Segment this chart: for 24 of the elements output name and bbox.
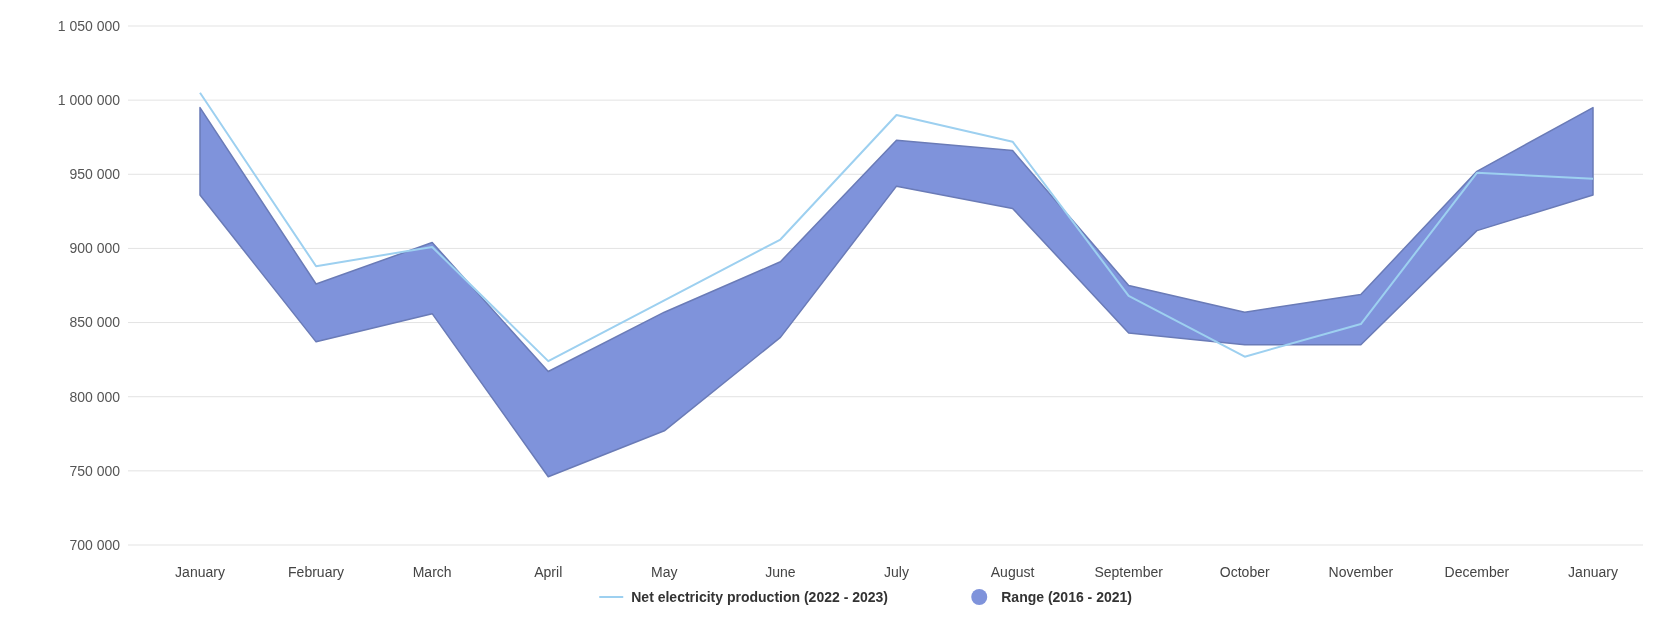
x-tick-label: August <box>990 564 1035 580</box>
x-tick-label: November <box>1328 564 1394 580</box>
x-tick-label: September <box>1094 564 1164 580</box>
y-tick-label: 800 000 <box>69 388 121 405</box>
y-tick-label: 750 000 <box>69 462 121 479</box>
y-tick-label: 850 000 <box>69 314 121 331</box>
y-tick-label: 950 000 <box>69 166 121 183</box>
x-tick-label: May <box>651 564 678 580</box>
legend-label: Range (2016 - 2021) <box>1001 589 1132 605</box>
x-tick-label: April <box>534 564 563 580</box>
x-tick-label: January <box>1568 564 1618 580</box>
x-tick-label: February <box>288 564 345 580</box>
legend-label: Net electricity production (2022 - 2023) <box>631 589 889 605</box>
y-tick-label: 1 050 000 <box>57 17 121 34</box>
x-tick-label: January <box>175 564 225 580</box>
line-series <box>199 91 1594 363</box>
y-tick-label: 700 000 <box>69 536 121 553</box>
x-tick-label: March <box>412 564 452 580</box>
y-tick-label: 1 000 000 <box>57 92 121 109</box>
x-tick-label: July <box>884 564 909 580</box>
x-tick-label: June <box>765 564 796 580</box>
y-tick-label: 900 000 <box>69 240 121 257</box>
x-tick-label: October <box>1219 564 1270 580</box>
x-tick-label: December <box>1444 564 1510 580</box>
